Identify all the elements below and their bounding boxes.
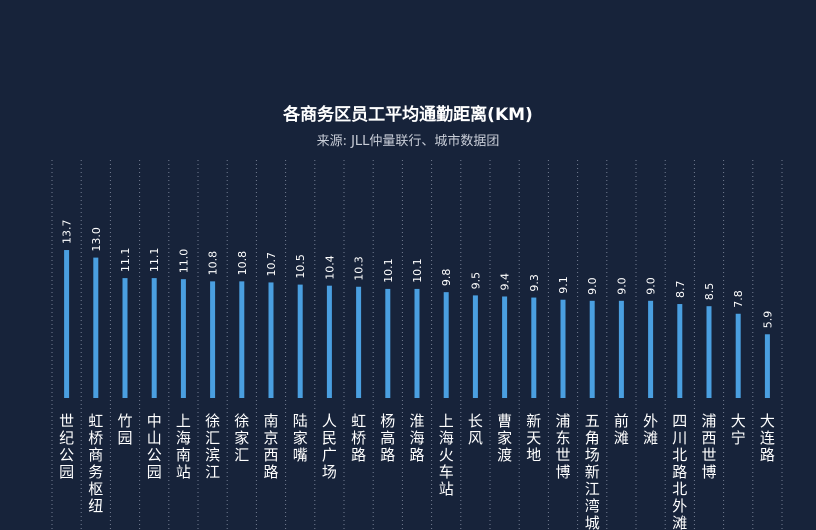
category-label: 徐汇滨江: [205, 412, 220, 481]
category-label: 世纪公园: [59, 412, 74, 481]
bar: [239, 281, 245, 398]
data-label: 9.0: [615, 277, 628, 295]
category-label: 淮海路: [409, 412, 424, 464]
data-label: 10.1: [411, 258, 424, 283]
bar: [560, 299, 566, 398]
bar: [648, 300, 654, 398]
category-label: 杨高路: [380, 412, 395, 464]
data-label: 11.1: [119, 248, 132, 273]
bar: [531, 297, 537, 398]
data-label: 7.8: [732, 290, 745, 308]
data-label: 5.9: [761, 311, 774, 329]
category-label: 竹园: [117, 412, 132, 447]
bar: [151, 278, 157, 398]
bar: [326, 285, 332, 398]
chart-title: 各商务区员工平均通勤距离(KM): [283, 105, 533, 125]
data-label: 10.1: [382, 258, 395, 283]
data-label: 10.7: [265, 252, 278, 277]
data-label: 9.1: [557, 276, 570, 294]
bar: [472, 295, 478, 398]
category-label: 曹家渡: [497, 412, 512, 464]
data-label: 9.8: [440, 269, 453, 287]
data-label: 9.5: [469, 272, 482, 290]
data-label: 13.0: [90, 227, 103, 252]
category-label: 上海火车站: [439, 412, 454, 498]
bar: [356, 286, 362, 398]
bar: [618, 300, 624, 398]
category-label: 陆家嘴: [293, 412, 308, 464]
bar: [210, 281, 216, 398]
bar: [122, 278, 128, 398]
category-label: 虹桥路: [351, 412, 366, 464]
category-label: 前滩: [614, 412, 629, 447]
data-label: 8.7: [674, 281, 687, 299]
category-label: 中山公园: [147, 412, 162, 481]
data-label: 11.1: [148, 248, 161, 273]
category-label: 长风: [468, 412, 483, 447]
category-label: 四川北路北外滩: [672, 412, 687, 530]
category-label: 浦西世博: [701, 412, 716, 481]
category-label: 徐家汇: [234, 412, 249, 464]
bar: [764, 334, 770, 398]
category-label: 大连路: [760, 412, 775, 464]
bar: [297, 284, 303, 398]
category-label: 外滩: [643, 412, 658, 447]
bar: [93, 257, 99, 398]
bar: [268, 282, 274, 398]
category-label: 南京西路: [263, 412, 278, 481]
data-label: 13.7: [61, 220, 74, 245]
bar: [502, 296, 508, 398]
data-label: 9.3: [528, 274, 541, 292]
data-label: 10.8: [207, 251, 220, 276]
chart-subtitle: 来源: JLL仲量联行、城市数据团: [316, 134, 500, 149]
bar: [677, 304, 683, 398]
data-label: 10.8: [236, 251, 249, 275]
data-label: 11.0: [177, 249, 190, 274]
data-label: 10.5: [294, 254, 307, 279]
bar: [414, 288, 420, 398]
category-label: 大宁: [731, 412, 746, 447]
data-label: 10.3: [353, 256, 366, 281]
data-label: 9.4: [499, 273, 512, 290]
category-label: 人民广场: [322, 412, 337, 481]
bar: [443, 292, 449, 398]
bar: [735, 313, 741, 398]
bar: [64, 250, 70, 398]
category-label: 新天地: [526, 412, 541, 464]
data-label: 10.4: [323, 255, 336, 280]
bar: [385, 288, 391, 398]
bar: [180, 279, 186, 398]
bar: [706, 306, 712, 398]
category-label: 虹桥商务枢纽: [88, 412, 103, 515]
data-label: 9.0: [645, 277, 658, 295]
category-label: 五角场新江湾城: [585, 412, 600, 530]
data-label: 8.5: [703, 283, 716, 301]
data-label: 9.0: [586, 277, 599, 295]
category-label: 上海南站: [176, 412, 191, 481]
bar: [589, 300, 595, 398]
category-label: 浦东世博: [555, 412, 570, 481]
